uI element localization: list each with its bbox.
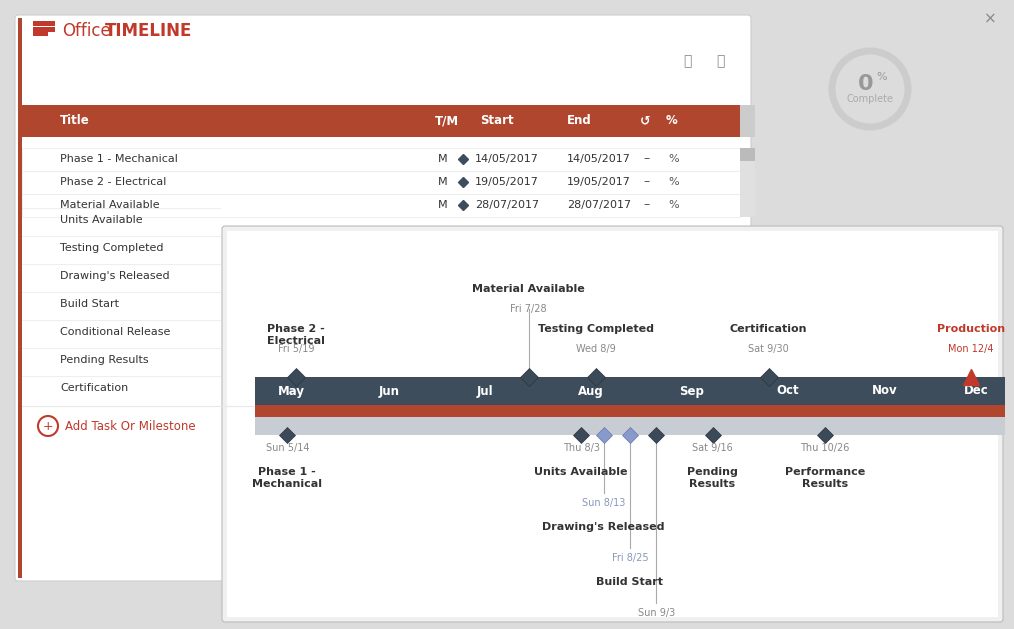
Text: Results: Results <box>690 479 735 489</box>
Bar <box>33 21 55 26</box>
Text: 14/05/2017: 14/05/2017 <box>567 154 631 164</box>
Text: Fri 5/19: Fri 5/19 <box>278 344 314 354</box>
Text: Add Task Or Milestone: Add Task Or Milestone <box>65 420 196 433</box>
Bar <box>740 147 755 161</box>
Text: Phase 1 -: Phase 1 - <box>259 467 316 477</box>
Text: 28/07/2017: 28/07/2017 <box>567 200 631 210</box>
Text: Dec: Dec <box>963 384 989 398</box>
Text: Testing Completed: Testing Completed <box>60 243 163 253</box>
Text: M: M <box>438 154 447 164</box>
Text: Performance: Performance <box>785 467 865 477</box>
Text: –: – <box>643 175 649 189</box>
Bar <box>740 147 755 216</box>
Bar <box>22 170 740 194</box>
Text: Drawing's Released: Drawing's Released <box>542 522 665 532</box>
Text: %: % <box>668 200 678 210</box>
Text: Sat 9/16: Sat 9/16 <box>693 443 733 453</box>
Bar <box>18 18 22 578</box>
Text: Pending Results: Pending Results <box>60 355 149 365</box>
Text: Aug: Aug <box>578 384 603 398</box>
Text: Title: Title <box>60 114 90 128</box>
Text: %: % <box>668 154 678 164</box>
Text: ↺: ↺ <box>640 114 651 128</box>
Bar <box>255 405 1005 417</box>
Text: Units Available: Units Available <box>534 467 628 477</box>
Bar <box>22 147 740 170</box>
Text: Drawing's Released: Drawing's Released <box>60 271 169 281</box>
Text: Office: Office <box>62 22 111 40</box>
Text: Sep: Sep <box>678 384 704 398</box>
Text: Phase 1 - Mechanical: Phase 1 - Mechanical <box>60 154 177 164</box>
Bar <box>255 417 1005 435</box>
Text: Material Available: Material Available <box>60 200 159 210</box>
Text: +: + <box>43 420 54 433</box>
Text: Results: Results <box>802 479 848 489</box>
Text: Sun 5/14: Sun 5/14 <box>266 443 309 453</box>
Text: Complete: Complete <box>847 94 893 104</box>
Text: Fri 7/28: Fri 7/28 <box>510 304 548 314</box>
Text: Production: Production <box>937 324 1005 334</box>
Text: Wed 8/9: Wed 8/9 <box>576 344 617 354</box>
Text: Thu 8/3: Thu 8/3 <box>563 443 599 453</box>
Text: Build Start: Build Start <box>596 577 663 587</box>
FancyBboxPatch shape <box>227 231 998 617</box>
Text: TIMELINE: TIMELINE <box>105 22 193 40</box>
Text: Mechanical: Mechanical <box>252 479 322 489</box>
Bar <box>255 377 1005 405</box>
Text: M: M <box>438 177 447 187</box>
Text: 14/05/2017: 14/05/2017 <box>475 154 538 164</box>
Text: %: % <box>666 114 677 128</box>
Text: Testing Completed: Testing Completed <box>538 324 654 334</box>
Text: %: % <box>877 72 887 82</box>
Bar <box>33 32 48 36</box>
Text: Conditional Release: Conditional Release <box>60 327 170 337</box>
Text: Units Available: Units Available <box>60 215 143 225</box>
Text: Mon 12/4: Mon 12/4 <box>948 344 994 354</box>
Text: Phase 2 -: Phase 2 - <box>268 324 325 334</box>
Text: Start: Start <box>480 114 514 128</box>
Text: Certification: Certification <box>60 383 128 393</box>
FancyBboxPatch shape <box>15 15 751 581</box>
Text: Certification: Certification <box>730 324 807 334</box>
Text: Oct: Oct <box>777 384 799 398</box>
Text: ×: × <box>984 11 997 26</box>
Text: –: – <box>643 152 649 165</box>
Text: M: M <box>438 200 447 210</box>
Text: Electrical: Electrical <box>268 336 325 346</box>
Text: 28/07/2017: 28/07/2017 <box>475 200 539 210</box>
Text: Sat 9/30: Sat 9/30 <box>748 344 789 354</box>
Text: T/M: T/M <box>435 114 459 128</box>
Text: Sun 9/3: Sun 9/3 <box>638 608 675 618</box>
FancyBboxPatch shape <box>222 226 1003 622</box>
Text: Pending: Pending <box>687 467 738 477</box>
Bar <box>33 27 55 32</box>
Text: Build Start: Build Start <box>60 299 119 309</box>
Text: 0: 0 <box>858 74 874 94</box>
Bar <box>740 105 755 137</box>
Text: Jun: Jun <box>379 384 400 398</box>
Text: 📋: 📋 <box>682 54 692 68</box>
Text: May: May <box>278 384 304 398</box>
Text: ⏱: ⏱ <box>716 54 724 68</box>
Text: End: End <box>567 114 592 128</box>
Text: 19/05/2017: 19/05/2017 <box>567 177 631 187</box>
Bar <box>22 194 740 216</box>
Text: Nov: Nov <box>871 384 897 398</box>
Text: Jul: Jul <box>477 384 493 398</box>
Text: Thu 10/26: Thu 10/26 <box>800 443 850 453</box>
Text: Material Available: Material Available <box>473 284 585 294</box>
Text: %: % <box>668 177 678 187</box>
Text: Phase 2 - Electrical: Phase 2 - Electrical <box>60 177 166 187</box>
Bar <box>22 105 740 137</box>
Text: –: – <box>643 199 649 211</box>
Text: 19/05/2017: 19/05/2017 <box>475 177 538 187</box>
Text: Fri 8/25: Fri 8/25 <box>611 553 648 563</box>
Text: Sun 8/13: Sun 8/13 <box>582 498 626 508</box>
